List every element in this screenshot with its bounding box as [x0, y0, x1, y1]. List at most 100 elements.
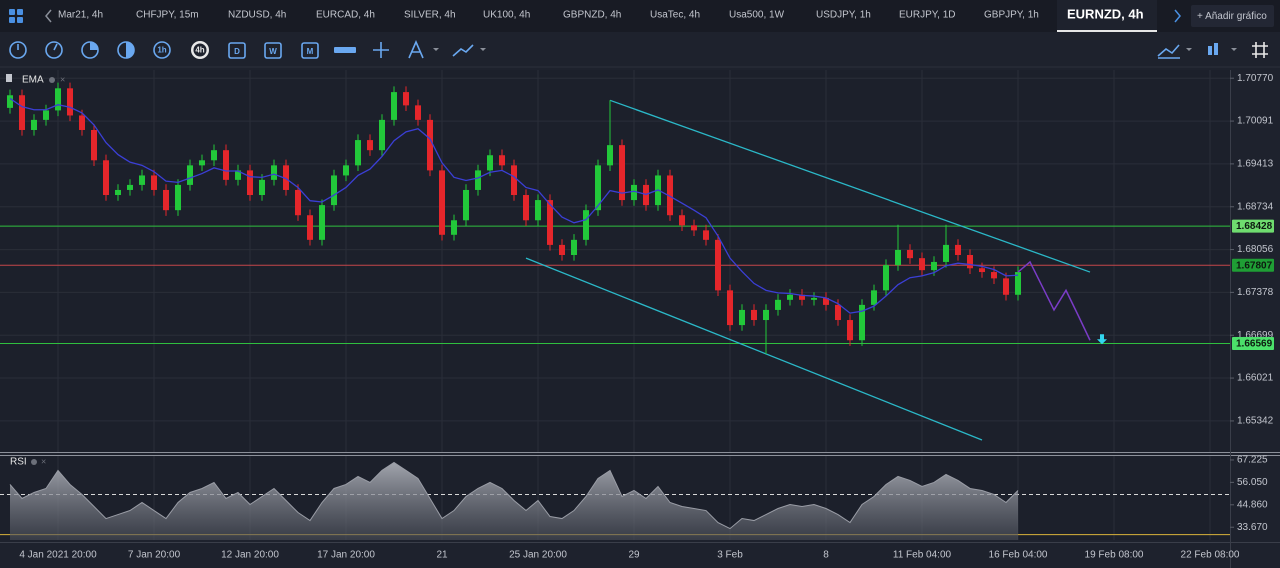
candle-body [727, 290, 733, 326]
tab-label[interactable]: UsaTec, 4h [650, 10, 700, 21]
candle-body [499, 155, 505, 166]
timeframe-label[interactable]: M [307, 47, 314, 56]
y-tick-label: 1.68056 [1237, 244, 1274, 255]
candle-body [355, 140, 361, 166]
candle-body [619, 145, 625, 201]
tabs-prev[interactable] [45, 9, 52, 23]
level-tag [1232, 258, 1274, 272]
y-tick-label: 1.70091 [1237, 116, 1274, 127]
tab-label[interactable]: EURNZD, 4h [1067, 6, 1144, 21]
candle-body [715, 239, 721, 291]
tool-calendar[interactable]: M [301, 42, 319, 59]
price-panel [0, 70, 1230, 452]
plot [0, 82, 1230, 540]
tool-draw[interactable] [408, 40, 439, 59]
tab-label[interactable]: Usa500, 1W [729, 10, 785, 21]
candle-body [259, 179, 265, 196]
candle-body [451, 220, 457, 235]
candle-body [883, 265, 889, 291]
close-indicator[interactable]: × [60, 74, 65, 84]
tool-calendar[interactable]: D [228, 42, 246, 59]
add-chart-button[interactable] [1191, 5, 1274, 27]
candle-body [427, 119, 433, 171]
tool-clock[interactable] [117, 41, 135, 59]
candle-body [559, 244, 565, 256]
indicator-label: EMA [22, 75, 44, 86]
tab-label[interactable]: EURCAD, 4h [316, 10, 375, 21]
timeframe-label[interactable]: 4h [195, 46, 204, 55]
tool-hline[interactable] [334, 47, 356, 53]
candle-body [343, 165, 349, 176]
tool-clock[interactable] [9, 41, 27, 59]
tool-grid[interactable] [1252, 42, 1268, 58]
trendline [525, 257, 983, 441]
tab-label[interactable]: SILVER, 4h [404, 10, 456, 21]
ema-line [9, 97, 1019, 314]
candle-body [703, 230, 709, 240]
timeframe-label[interactable]: 1h [157, 46, 166, 55]
x-tick-label: 11 Feb 04:00 [893, 550, 952, 561]
level-tag-label: 1.66569 [1236, 339, 1273, 350]
signal-arrow [1097, 334, 1107, 345]
y-tick-label: 56.050 [1237, 477, 1268, 488]
candle-body [1003, 278, 1009, 295]
tab-label[interactable]: UK100, 4h [483, 10, 530, 21]
tabs-next[interactable] [1174, 9, 1181, 23]
x-tick-label: 12 Jan 20:00 [221, 550, 279, 561]
tab-label[interactable]: EURJPY, 1D [899, 10, 956, 21]
tool-calendar[interactable]: W [264, 42, 282, 59]
tab-label[interactable]: USDJPY, 1h [816, 10, 871, 21]
tab-label[interactable]: Mar21, 4h [58, 10, 103, 21]
candle-body [739, 309, 745, 326]
add-chart-label[interactable]: + Añadir gráfico [1197, 11, 1267, 22]
tab-label[interactable]: NZDUSD, 4h [228, 10, 286, 21]
x-tick-label: 19 Feb 08:00 [1085, 550, 1144, 561]
candle-body [487, 155, 493, 171]
candle-body [907, 249, 913, 259]
x-tick-label: 21 [436, 550, 448, 561]
candle-body [391, 92, 397, 120]
tool-clock[interactable] [45, 41, 63, 59]
candle-body [115, 189, 121, 196]
tool-clock[interactable] [81, 41, 99, 59]
tab-label[interactable]: GBPNZD, 4h [563, 10, 621, 21]
candle-body [67, 88, 73, 116]
candle-body [871, 290, 877, 305]
y-tick-label: 1.68734 [1237, 201, 1274, 212]
candle-body [199, 160, 205, 166]
candle-body [463, 189, 469, 221]
tool-trend[interactable] [452, 44, 486, 57]
candle-body [475, 170, 481, 190]
x-tick-label: 3 Feb [717, 550, 743, 561]
candle-body [439, 170, 445, 235]
tool-crosshair[interactable] [373, 42, 389, 58]
layout-button[interactable] [9, 9, 23, 23]
timeframe-label[interactable]: W [269, 47, 277, 56]
ema-legend: EMA × [6, 74, 65, 86]
y-tick-label: 33.670 [1237, 522, 1268, 533]
y-tick-label: 1.66699 [1237, 330, 1274, 341]
candle-body [847, 320, 853, 341]
tool-timeframe[interactable]: 4h [191, 41, 209, 59]
candle-body [583, 210, 589, 240]
candle-body [631, 184, 637, 201]
timeframe-label[interactable]: D [234, 47, 240, 56]
tool-indicators[interactable] [1208, 43, 1237, 55]
candle-body [967, 255, 973, 269]
tab-label[interactable]: GBPJPY, 1h [984, 10, 1039, 21]
candle-body [31, 119, 37, 130]
rsi-legend: RSI × [10, 456, 46, 467]
tool-chart-style[interactable] [1157, 44, 1192, 59]
tool-timeframe[interactable]: 1h [153, 41, 171, 59]
candle-body [403, 92, 409, 106]
candle-body [367, 140, 373, 151]
candle-body [823, 297, 829, 305]
tab-label[interactable]: CHFJPY, 15m [136, 10, 199, 21]
candle-body [571, 239, 577, 256]
candle-body [787, 294, 793, 300]
candle-body [91, 129, 97, 161]
candle-body [763, 309, 769, 321]
close-indicator[interactable]: × [41, 456, 46, 466]
